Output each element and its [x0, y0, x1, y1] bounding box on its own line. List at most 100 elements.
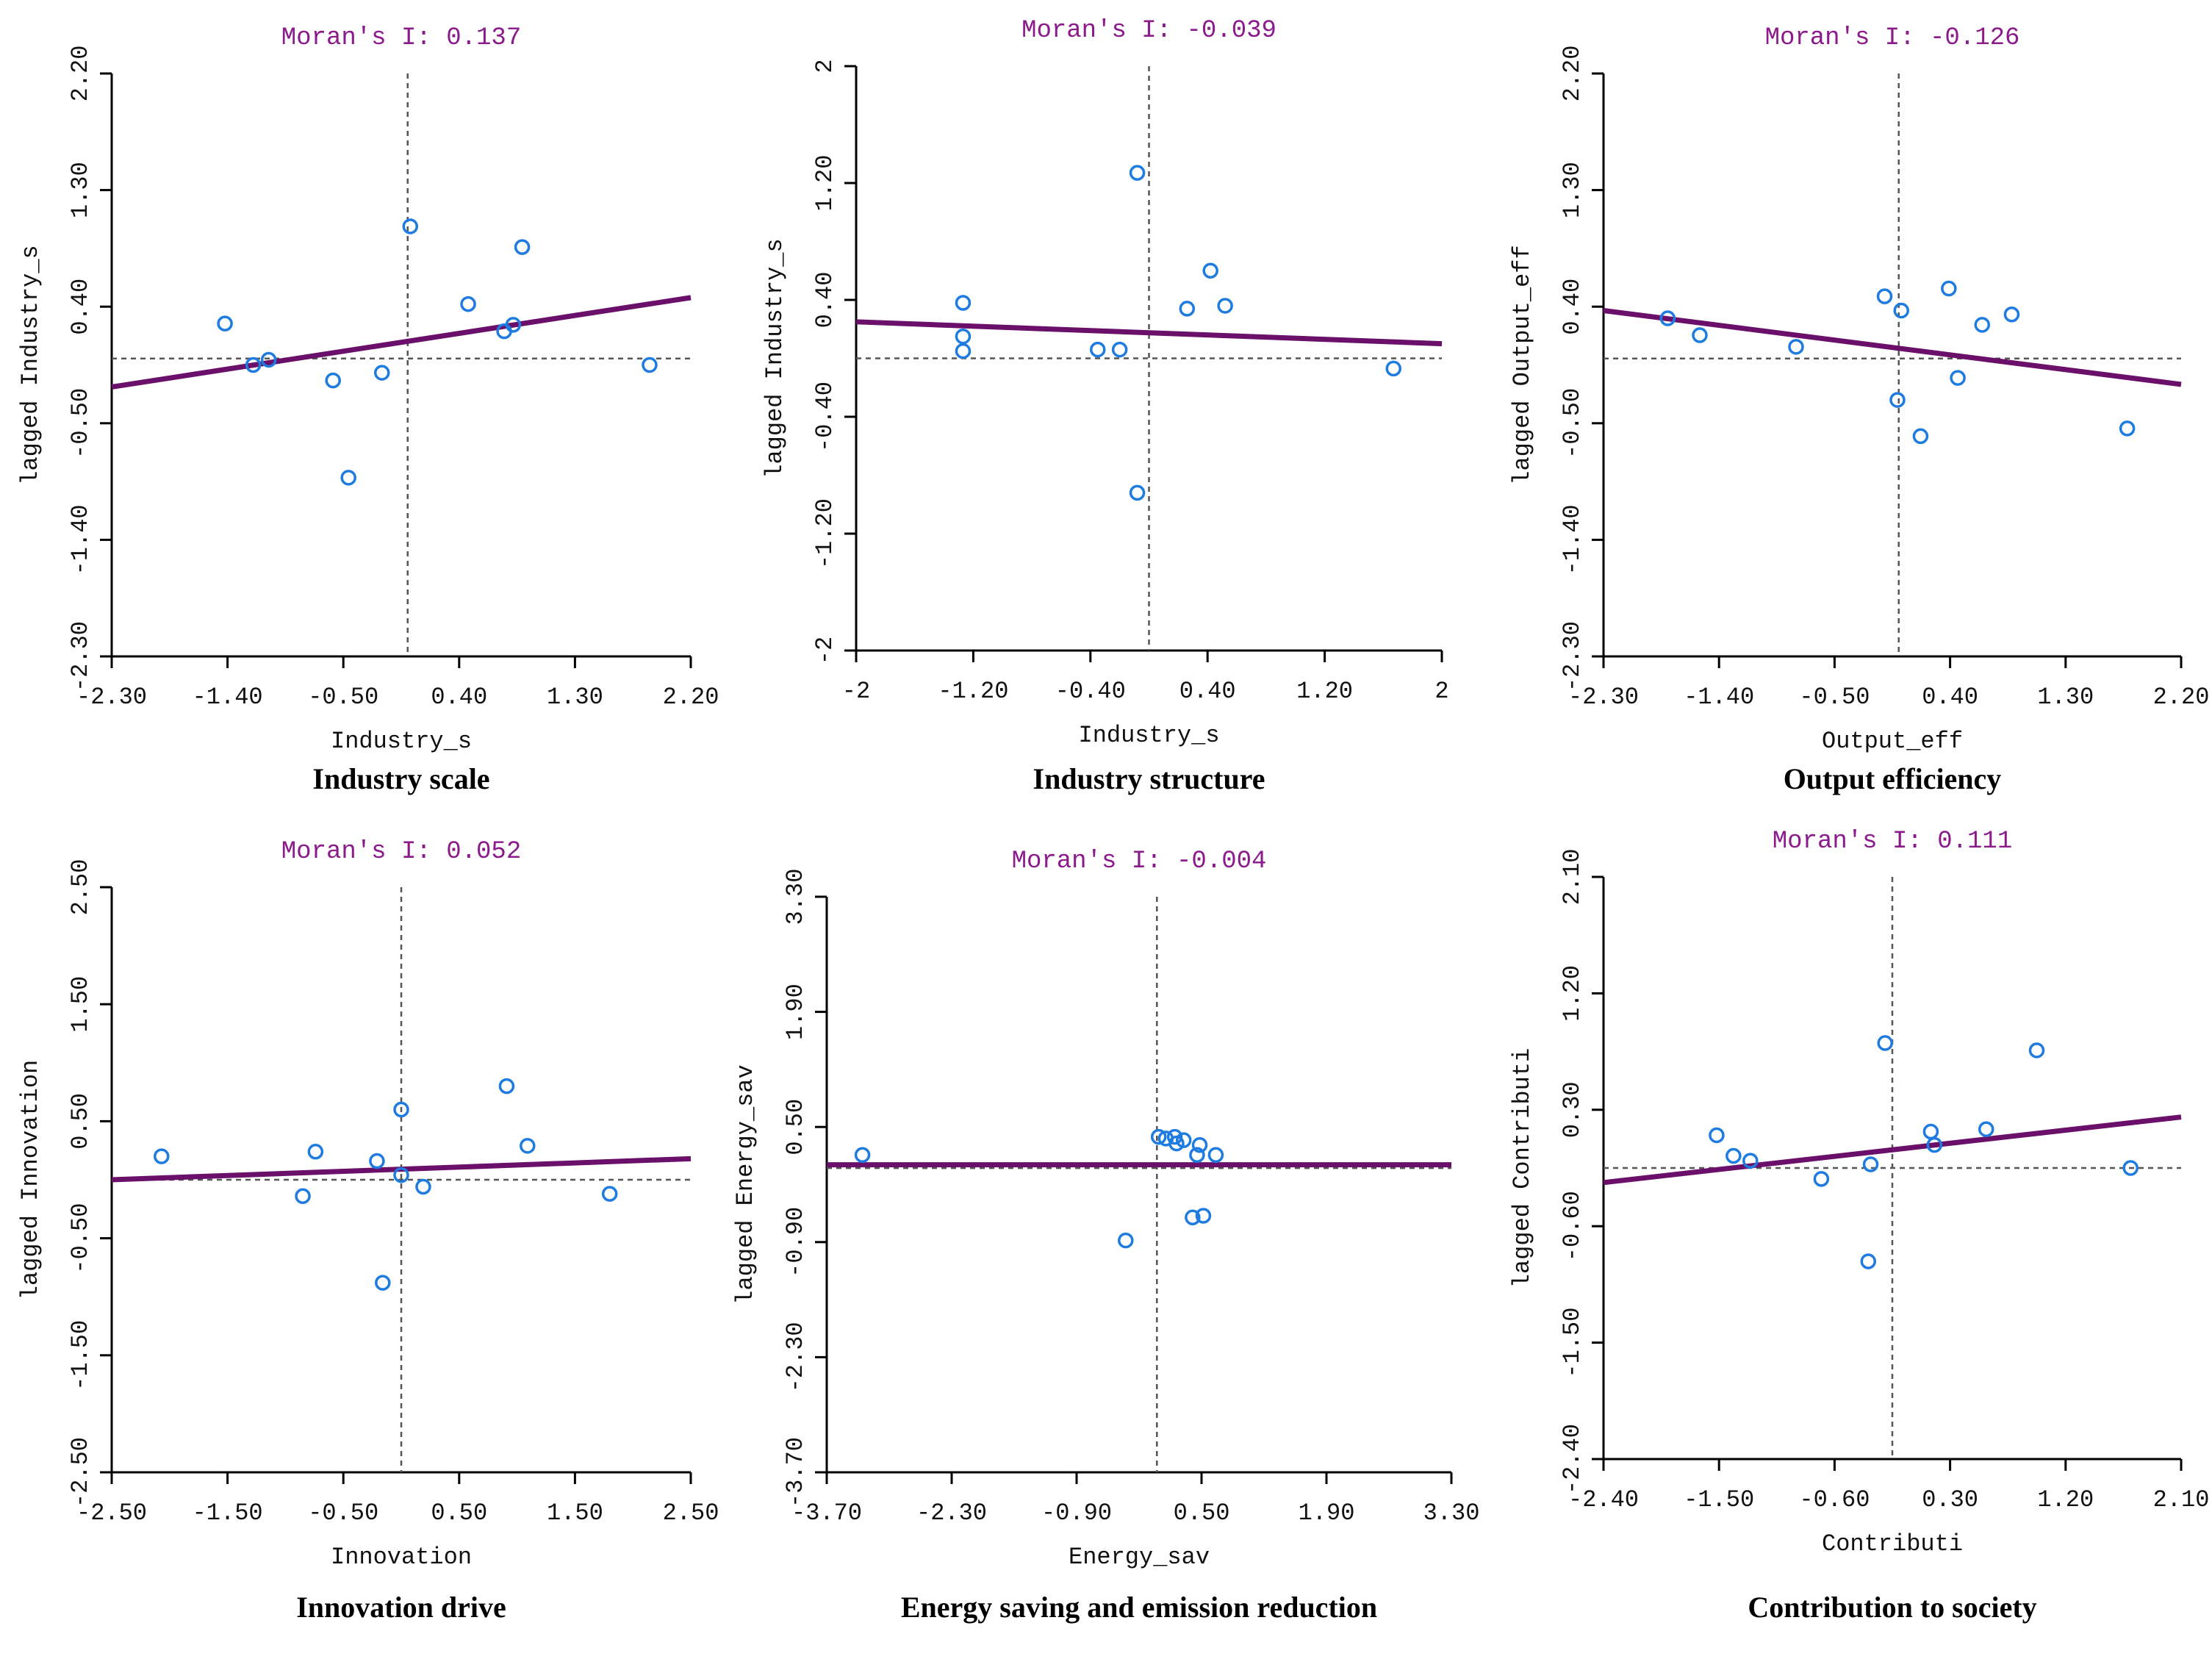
data-point — [1129, 484, 1146, 501]
morans-i-title: Moran's I: -0.004 — [1012, 848, 1267, 875]
data-point — [1217, 298, 1233, 314]
y-tick-label: -1.50 — [67, 1320, 94, 1391]
data-point — [307, 1144, 324, 1160]
data-point — [642, 356, 658, 373]
x-axis-label: Energy_sav — [1069, 1544, 1210, 1571]
data-point — [505, 317, 522, 333]
x-tick-label: 1.90 — [1299, 1499, 1355, 1527]
x-tick-label: -0.90 — [1041, 1499, 1112, 1527]
x-tick-label: -0.50 — [308, 684, 378, 711]
x-axis-label: Output_eff — [1822, 728, 1963, 755]
y-tick-label: 0.50 — [782, 1099, 809, 1155]
y-tick-label: -1.20 — [811, 498, 839, 569]
x-tick-label: 0.30 — [1922, 1486, 1978, 1513]
y-axis-label: lagged Innovation — [17, 1060, 44, 1300]
data-point — [1860, 1253, 1876, 1269]
x-tick-label: 1.30 — [2037, 684, 2094, 711]
y-tick-label: 1.20 — [1559, 965, 1586, 1022]
data-point — [1185, 1209, 1201, 1225]
y-axis-label: lagged Contributi — [1509, 1048, 1536, 1288]
x-tick-label: -1.50 — [193, 1499, 263, 1527]
data-point — [1876, 288, 1893, 304]
data-point — [217, 315, 233, 332]
panel-caption: Contribution to society — [1748, 1591, 2036, 1624]
data-point — [1189, 1147, 1205, 1163]
x-tick-label: -1.20 — [938, 678, 1008, 705]
data-point — [1129, 165, 1146, 181]
x-tick-label: -0.40 — [1055, 678, 1126, 705]
y-tick-label: -1.40 — [1559, 504, 1586, 575]
data-point — [1166, 1128, 1183, 1145]
data-point — [498, 1078, 515, 1094]
y-tick-label: -0.50 — [1559, 388, 1586, 459]
x-tick-label: 1.50 — [547, 1499, 603, 1527]
x-axis-label: Innovation — [331, 1544, 472, 1571]
y-tick-label: 0.30 — [1559, 1081, 1586, 1138]
panel-industry-scale: -2.30-2.30 -1.40 -1.40 -0.50 -0.50 0.40 0.40 1.… — [17, 24, 719, 795]
x-tick-label: -1.50 — [1684, 1486, 1754, 1513]
y-tick-label: 2.20 — [1559, 46, 1586, 102]
data-point — [375, 1275, 391, 1291]
data-point — [1813, 1171, 1830, 1187]
panel-output-efficiency: -2.30-2.30 -1.40 -1.40 -0.50 -0.50 0.40 0.40 1.… — [1509, 24, 2209, 795]
x-tick-label: 2.20 — [2153, 684, 2210, 711]
data-point — [393, 1167, 409, 1183]
data-point — [1877, 1035, 1893, 1051]
panel-innovation-drive: -2.50-2.50 -1.50 -1.50 -0.50 -0.50 0.50 0.50 1.… — [17, 838, 719, 1624]
y-tick-label: 1.30 — [1559, 162, 1586, 218]
y-tick-label: -2.30 — [782, 1322, 809, 1392]
data-point — [260, 351, 277, 368]
data-point — [402, 218, 419, 234]
data-point — [2122, 1160, 2139, 1176]
x-tick-label: 0.50 — [431, 1499, 487, 1527]
x-axis-label: Industry_s — [1078, 722, 1219, 749]
y-axis-label: lagged Industry_s — [761, 238, 789, 478]
x-axis-label: Industry_s — [331, 728, 472, 755]
data-point — [1709, 1127, 1725, 1144]
data-point — [340, 470, 356, 486]
y-axis-label: lagged Output_eff — [1509, 245, 1536, 484]
x-tick-label: -0.50 — [308, 1499, 378, 1527]
data-point — [393, 1101, 409, 1118]
y-tick-label: -0.50 — [67, 1203, 94, 1274]
data-point — [325, 372, 341, 389]
x-tick-label: 2.20 — [663, 684, 719, 711]
data-point — [1941, 280, 1957, 297]
data-point — [1926, 1136, 1943, 1153]
x-axis-label: Contributi — [1822, 1530, 1963, 1558]
y-tick-label: -0.40 — [811, 381, 839, 452]
panel-energy-saving: -3.70-3.70 -2.30 -2.30 -0.90 -0.90 0.50 0.50 1.… — [732, 848, 1479, 1624]
data-point — [295, 1188, 311, 1205]
x-tick-label: 0.40 — [1922, 684, 1978, 711]
data-point — [1788, 339, 1804, 355]
regression-line — [855, 319, 1443, 347]
morans-i-title: Moran's I: 0.111 — [1773, 828, 2012, 856]
data-point — [1978, 1121, 1994, 1137]
data-point — [245, 356, 262, 373]
y-tick-label: 2.20 — [67, 46, 94, 102]
x-tick-label: -1.40 — [193, 684, 263, 711]
data-point — [2003, 307, 2020, 323]
x-tick-label: -2.30 — [1568, 684, 1639, 711]
data-point — [154, 1148, 170, 1164]
y-tick-label: -2.40 — [1559, 1424, 1586, 1494]
y-tick-label: 1.20 — [811, 155, 839, 212]
y-axis-label: lagged Energy_sav — [732, 1064, 759, 1304]
regression-line — [1603, 1114, 2182, 1186]
data-point — [1118, 1232, 1134, 1249]
data-point — [1893, 302, 1909, 319]
data-point — [854, 1147, 871, 1163]
data-point — [1207, 1147, 1224, 1163]
x-tick-label: -2 — [842, 678, 870, 705]
data-point — [373, 365, 390, 381]
y-tick-label: -0.50 — [67, 388, 94, 459]
panel-contribution-to-society: -2.40-2.40 -1.50 -1.50 -0.60 -0.60 0.30 0.30 1.… — [1509, 828, 2209, 1624]
y-tick-label: 3.30 — [782, 869, 809, 925]
panel-caption: Energy saving and emission reduction — [901, 1591, 1377, 1624]
data-point — [1150, 1128, 1167, 1145]
x-tick-label: 0.50 — [1174, 1499, 1230, 1527]
y-tick-label: 1.30 — [67, 162, 94, 218]
x-tick-label: -0.50 — [1799, 684, 1870, 711]
data-point — [1385, 360, 1401, 377]
y-tick-label: -2.50 — [67, 1437, 94, 1508]
